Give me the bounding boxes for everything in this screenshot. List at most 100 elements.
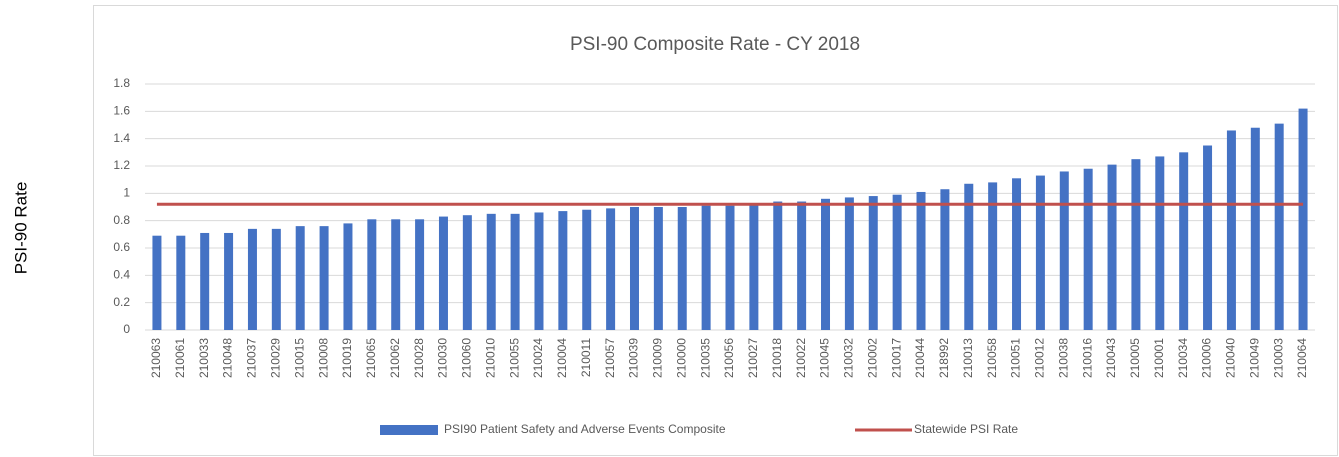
x-tick-label: 210030 [436,338,450,378]
y-tick-label: 0.4 [113,268,130,282]
bar [653,207,663,330]
bar [510,213,520,330]
bar [677,207,687,330]
bar [486,213,496,330]
bar [224,232,234,330]
bar [1179,152,1189,330]
x-tick-label: 218992 [937,338,951,378]
bar [1083,168,1093,330]
bar [916,191,926,330]
legend-swatch [380,425,438,435]
x-tick-label: 210064 [1295,338,1309,378]
bar [797,201,807,330]
x-tick-label: 210061 [173,338,187,378]
bar [176,235,186,330]
x-tick-label: 210057 [603,338,617,378]
x-tick-label: 210060 [460,338,474,378]
bar [558,211,568,330]
x-tick-label: 210039 [627,338,641,378]
y-tick-label: 1.6 [113,104,130,118]
x-tick-label: 210035 [698,338,712,378]
bar [271,228,281,330]
x-tick-label: 210006 [1200,338,1214,378]
x-tick-label: 210029 [268,338,282,378]
x-tick-label: 210043 [1104,338,1118,378]
y-tick-label: 0.6 [113,240,130,254]
x-tick-label: 210055 [507,338,521,378]
x-tick-label: 210011 [579,338,593,377]
x-tick-label: 210065 [364,338,378,378]
bar [319,226,329,330]
bar [725,205,735,330]
y-tick-label: 0 [123,322,130,336]
y-tick-label: 1.4 [113,131,130,145]
bar [821,198,831,330]
x-tick-label: 210002 [865,338,879,378]
bar [701,205,711,330]
x-tick-label: 210004 [555,338,569,378]
bar [462,215,472,330]
bar [534,212,544,330]
x-tick-label: 210034 [1176,338,1190,378]
x-tick-label: 210048 [221,338,235,378]
legend-label: PSI90 Patient Safety and Adverse Events … [444,422,726,436]
x-tick-label: 210027 [746,338,760,378]
bar [773,201,783,330]
x-tick-label: 210049 [1247,338,1261,378]
x-tick-label: 210001 [1152,338,1166,378]
x-tick-label: 210062 [388,338,402,378]
bar [1226,130,1236,330]
y-tick-label: 0.2 [113,295,130,309]
chart-title: PSI-90 Composite Rate - CY 2018 [570,34,860,55]
bar [988,182,998,330]
x-tick-label: 210017 [889,338,903,378]
bar [749,204,759,330]
x-tick-label: 210015 [292,338,306,378]
y-tick-label: 1 [123,186,130,200]
bar [343,223,353,330]
x-tick-label: 210063 [149,338,163,378]
bar [1298,108,1308,330]
bar [367,219,377,330]
bar [1012,178,1022,330]
bar [1250,127,1260,330]
x-tick-label: 210013 [961,338,975,378]
x-tick-label: 210044 [913,338,927,378]
x-tick-label: 210037 [245,338,259,378]
x-tick-label: 210019 [340,338,354,378]
legend-label: Statewide PSI Rate [914,422,1018,436]
x-tick-label: 210038 [1056,338,1070,378]
x-tick-label: 210045 [818,338,832,378]
x-tick-label: 210056 [722,338,736,378]
x-tick-label: 210000 [674,338,688,378]
x-tick-label: 210040 [1224,338,1238,378]
bar [1155,156,1165,330]
x-tick-label: 210010 [483,338,497,378]
x-tick-label: 210022 [794,338,808,378]
bar [1107,164,1117,330]
y-axis-title: PSI-90 Rate [11,182,30,275]
x-tick-label: 210028 [412,338,426,378]
bar [629,207,639,330]
x-tick-label: 210009 [651,338,665,378]
bar [964,183,974,330]
x-tick-label: 210018 [770,338,784,378]
bar [892,194,902,330]
bar [152,235,162,330]
bar [1274,123,1284,330]
bar [582,209,592,330]
bar [1131,159,1141,330]
x-tick-label: 210005 [1128,338,1142,378]
bar [1203,145,1213,330]
x-tick-label: 210058 [985,338,999,378]
bar [868,196,878,330]
bar [438,216,448,330]
y-tick-label: 1.8 [113,76,130,90]
bar [295,226,305,330]
bar [940,189,950,330]
x-tick-label: 210024 [531,338,545,378]
bar [247,228,257,330]
x-tick-label: 210012 [1033,338,1047,378]
bar [200,232,210,330]
